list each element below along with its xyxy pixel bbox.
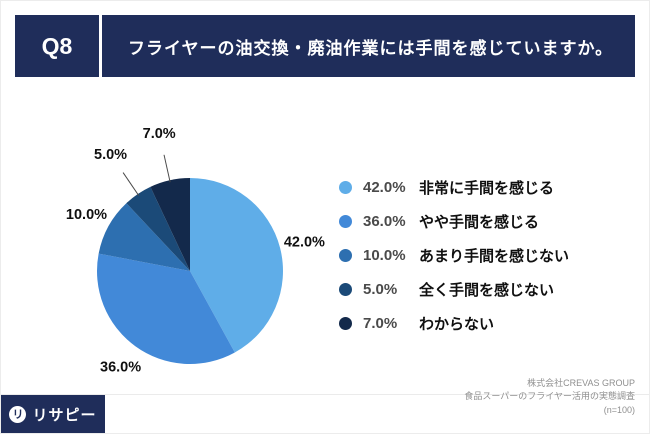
legend-color-dot (339, 317, 352, 330)
legend-percent: 42.0% (363, 179, 406, 196)
credit-line: 食品スーパーのフライヤー活用の実態調査 (464, 391, 635, 401)
header-divider (99, 15, 102, 77)
pie-value-label: 7.0% (143, 126, 176, 142)
survey-credits: 株式会社CREVAS GROUP 食品スーパーのフライヤー活用の実態調査 (n=10… (464, 377, 635, 418)
pie-slice (150, 178, 190, 271)
question-header: Q8 フライヤーの油交換・廃油作業には手間を感じていますか。 (15, 15, 635, 77)
legend-color-dot (339, 249, 352, 262)
legend-label: 全く手間を感じない (419, 282, 555, 299)
pie-slice (98, 203, 190, 271)
credit-line: 株式会社CREVAS GROUP (527, 377, 635, 388)
legend-item: 36.0% やや手間を感じる (339, 211, 569, 232)
pie-value-label: 5.0% (94, 147, 127, 163)
legend-color-dot (339, 215, 352, 228)
pie-leader-line (163, 154, 171, 183)
legend-percent: 7.0% (363, 315, 398, 332)
question-number: Q8 (41, 32, 73, 59)
brand-logo-text: リサピー (32, 406, 97, 424)
legend-percent: 10.0% (363, 247, 406, 264)
pie-chart: 42.0% 36.0% 10.0% 5.0% 7.0% (66, 126, 325, 376)
credit-line: (n=100) (603, 404, 635, 415)
legend-label: あまり手間を感じない (419, 248, 570, 265)
pie-slice (97, 253, 235, 364)
legend-label: わからない (419, 316, 495, 333)
legend-label: 非常に手間を感じる (419, 180, 555, 197)
legend-item: 42.0% 非常に手間を感じる (339, 177, 569, 198)
risapy-logo-icon: リ (9, 405, 27, 423)
pie-slice (126, 186, 190, 271)
legend-item: 5.0% 全く手間を感じない (339, 279, 569, 300)
brand-logo: リ リサピー (1, 395, 105, 433)
legend-item: 7.0% わからない (339, 313, 569, 334)
question-text: フライヤーの油交換・廃油作業には手間を感じていますか。 (128, 38, 614, 58)
legend-item: 10.0% あまり手間を感じない (339, 245, 569, 266)
legend-percent: 5.0% (363, 281, 398, 298)
legend-color-dot (339, 181, 352, 194)
footer-divider (1, 394, 649, 395)
pie-value-label: 10.0% (66, 207, 107, 223)
legend-label: やや手間を感じる (419, 214, 540, 231)
pie-leader-line (122, 172, 140, 197)
pie-value-label: 42.0% (284, 235, 325, 251)
legend-color-dot (339, 283, 352, 296)
pie-slice (190, 178, 283, 353)
legend: 42.0% 非常に手間を感じる 36.0% やや手間を感じる 10.0% あまり手間を感じ… (339, 177, 569, 347)
pie-value-label: 36.0% (100, 360, 141, 376)
legend-percent: 36.0% (363, 213, 406, 230)
